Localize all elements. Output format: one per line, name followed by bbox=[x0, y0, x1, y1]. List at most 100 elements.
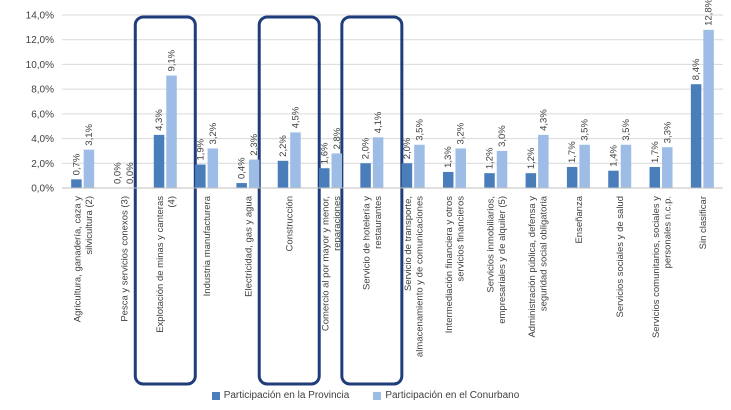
bar-conurbano bbox=[372, 137, 384, 188]
x-tick-label-line: (4) bbox=[167, 196, 178, 208]
legend-swatch-provincia bbox=[211, 391, 220, 400]
bar-conurbano bbox=[83, 149, 95, 188]
x-tick-label: Industria manufacturera bbox=[202, 195, 213, 296]
bar-conurbano bbox=[579, 144, 590, 188]
x-tick-label-line: Servicios inmobiliarios, bbox=[486, 196, 497, 293]
x-tick-label-line: Administración pública, defensa y bbox=[527, 196, 538, 338]
bar-conurbano bbox=[620, 144, 632, 188]
y-tick-label: 2,0% bbox=[31, 159, 54, 170]
bar-provincia bbox=[608, 170, 619, 188]
x-tick-label-line: reparaciones bbox=[332, 196, 343, 251]
legend-swatch-conurbano bbox=[373, 391, 382, 400]
data-label-provincia: 1,4% bbox=[608, 144, 619, 166]
y-tick-label: 14,0% bbox=[26, 11, 54, 22]
bar-provincia bbox=[153, 134, 165, 188]
x-tick-label-line: Intermediación financiera y otros bbox=[444, 196, 455, 334]
data-label-conurbano: 3,3% bbox=[662, 121, 673, 143]
legend-label-conurbano: Participación en el Conurbano bbox=[385, 390, 520, 401]
data-label-provincia: 0,4% bbox=[237, 157, 248, 179]
data-label-conurbano: 3,2% bbox=[208, 122, 219, 144]
x-tick-label-line: almacenamiento y de comunicaciones bbox=[414, 196, 425, 357]
bar-provincia bbox=[360, 163, 371, 188]
data-label-provincia: 1,7% bbox=[650, 141, 661, 163]
x-tick-label-line: Electricidad, gas y agua bbox=[243, 195, 254, 297]
x-tick-label-line: Pesca y servicios conexos (3) bbox=[119, 196, 130, 322]
data-label-provincia: 1,2% bbox=[485, 147, 496, 169]
x-tick-label: Explotación de minas y canteras(4) bbox=[155, 196, 178, 333]
x-tick-label-line: Explotación de minas y canteras bbox=[155, 196, 166, 333]
bar-conurbano bbox=[455, 148, 466, 188]
highlight-box bbox=[133, 15, 197, 386]
bar-provincia bbox=[566, 166, 578, 188]
data-label-provincia: 0,7% bbox=[71, 153, 82, 175]
legend-item-provincia: Participación en la Provincia bbox=[211, 390, 349, 401]
x-tick-label-line: Comercio al por mayor y menor, bbox=[320, 196, 331, 331]
data-label-conurbano: 3,2% bbox=[456, 122, 467, 144]
bar-provincia bbox=[525, 173, 537, 188]
x-tick-label: Pesca y servicios conexos (3) bbox=[119, 196, 130, 322]
x-tick-label: Enseñanza bbox=[574, 195, 585, 243]
data-label-conurbano: 3,0% bbox=[497, 125, 508, 147]
bar-conurbano bbox=[248, 159, 260, 188]
bar-provincia bbox=[195, 164, 206, 188]
legend-item-conurbano: Participación en el Conurbano bbox=[373, 390, 519, 401]
y-tick-label: 8,0% bbox=[31, 85, 54, 96]
data-label-conurbano: 2,3% bbox=[249, 133, 260, 155]
x-tick-label: Electricidad, gas y agua bbox=[243, 195, 254, 297]
x-tick-label: Servicio de hotelería yrestaurantes bbox=[362, 196, 385, 290]
x-tick-label: Comercio al por mayor y menor,reparacion… bbox=[320, 196, 343, 331]
bar-conurbano bbox=[331, 153, 343, 188]
data-label-conurbano: 4,1% bbox=[373, 111, 384, 133]
x-tick-label-line: Servicio de hotelería y bbox=[362, 196, 373, 290]
data-label-provincia: 1,6% bbox=[319, 142, 330, 164]
y-tick-label: 12,0% bbox=[26, 35, 54, 46]
x-tick-label: Construcción bbox=[285, 196, 296, 251]
bar-conurbano bbox=[496, 150, 508, 188]
x-tick-label-line: personales n.c.p. bbox=[662, 196, 673, 268]
bar-conurbano bbox=[290, 132, 301, 188]
x-tick-label: Servicios sociales y de salud bbox=[615, 196, 626, 317]
data-label-provincia: 2,0% bbox=[402, 137, 413, 159]
bar-provincia bbox=[649, 166, 661, 188]
x-tick-label-line: seguridad social obligatoria bbox=[538, 195, 549, 311]
y-tick-label: 6,0% bbox=[31, 109, 54, 120]
x-tick-label: Administración pública, defensa ysegurid… bbox=[527, 195, 550, 337]
data-label-provincia: 1,9% bbox=[195, 138, 206, 160]
data-label-conurbano: 4,5% bbox=[290, 106, 301, 128]
x-tick-label-line: Agricultura, ganadería, caza y bbox=[72, 196, 83, 322]
x-tick-label-line: Servicios sociales y de salud bbox=[615, 196, 626, 317]
data-label-conurbano: 3,5% bbox=[414, 119, 425, 141]
x-tick-label-line: restaurantes bbox=[373, 196, 384, 249]
x-tick-label: Servicios comunitarios, sociales yperson… bbox=[651, 196, 674, 338]
data-label-conurbano: 4,3% bbox=[538, 109, 549, 131]
x-tick-label: Agricultura, ganadería, caza ysilvicultu… bbox=[72, 196, 95, 322]
data-label-provincia: 1,7% bbox=[567, 141, 578, 163]
data-label-provincia: 4,3% bbox=[154, 109, 165, 131]
highlight-box bbox=[340, 15, 404, 386]
bar-provincia bbox=[236, 183, 247, 188]
x-tick-label-line: Enseñanza bbox=[574, 195, 585, 243]
bar-provincia bbox=[442, 171, 454, 188]
x-tick-label: Sin clasificar bbox=[698, 196, 709, 249]
data-label-provincia: 2,0% bbox=[361, 137, 372, 159]
data-label-conurbano: 3,5% bbox=[580, 119, 591, 141]
data-label-conurbano: 3,1% bbox=[84, 123, 95, 145]
x-tick-label-line: Sin clasificar bbox=[698, 196, 709, 249]
y-tick-label: 0,0% bbox=[31, 184, 54, 195]
bar-conurbano bbox=[662, 147, 673, 188]
x-tick-label-line: Servicio de transporte, bbox=[403, 196, 414, 291]
data-label-provincia: 1,2% bbox=[526, 147, 537, 169]
y-tick-label: 10,0% bbox=[26, 60, 54, 71]
x-tick-label-line: Servicios comunitarios, sociales y bbox=[651, 196, 662, 338]
data-label-provincia: 0,0% bbox=[113, 162, 124, 184]
data-label-conurbano: 0,0% bbox=[125, 162, 136, 184]
data-label-provincia: 2,2% bbox=[278, 135, 289, 157]
x-tick-label: Servicios inmobiliarios,empresariales y … bbox=[486, 196, 509, 324]
data-label-conurbano: 2,8% bbox=[332, 127, 343, 149]
x-tick-label-line: silvicultura (2) bbox=[84, 196, 95, 255]
x-tick-label-line: Industria manufacturera bbox=[202, 195, 213, 296]
bar-conurbano bbox=[207, 148, 219, 188]
data-label-provincia: 8,4% bbox=[691, 58, 702, 80]
legend: Participación en la Provincia Participac… bbox=[0, 390, 731, 401]
